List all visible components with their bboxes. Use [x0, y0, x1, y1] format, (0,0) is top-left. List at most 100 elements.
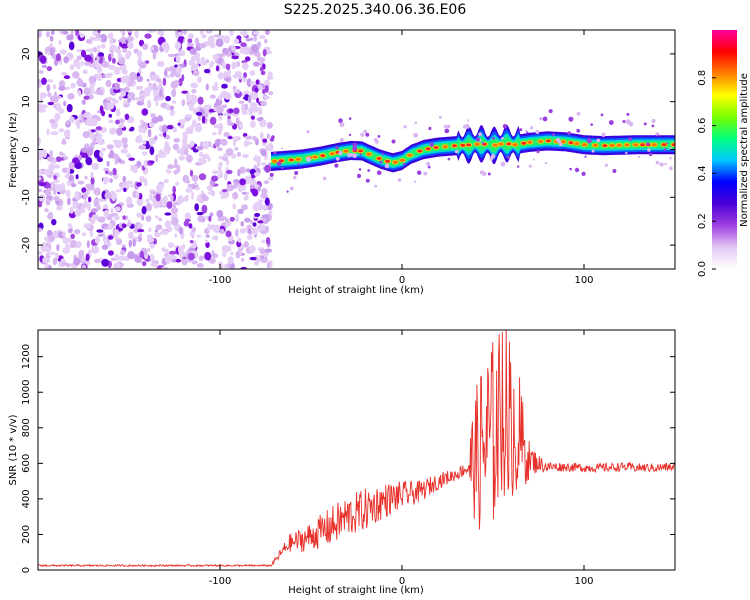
spectrogram-speck: [628, 137, 632, 141]
spectrogram-noise-blob: [243, 196, 248, 201]
spectrogram-noise-blob: [191, 89, 197, 94]
spectrogram-hotspot-core: [330, 152, 335, 156]
spectrogram-noise-blob: [126, 222, 132, 227]
spectrogram-noise-blob: [158, 217, 162, 222]
spectrogram-noise-blob: [231, 46, 236, 50]
spectrogram-noise-blob: [216, 106, 224, 114]
spectrogram-noise-blob: [93, 149, 101, 159]
spectrogram-noise-blob: [262, 88, 266, 95]
spectrogram-noise-blob: [212, 132, 217, 136]
spectrogram-speck: [574, 167, 580, 173]
spectrogram-noise-blob: [267, 71, 273, 78]
spectrogram-noise-blob: [67, 223, 72, 228]
spectrogram-noise-blob: [225, 148, 234, 156]
spectrogram-noise-blob: [188, 59, 195, 66]
spectrogram-speck: [376, 170, 382, 175]
spectrogram-noise-blob: [127, 251, 135, 260]
spectrogram-noise-blob: [212, 224, 216, 233]
spectrogram-noise-blob: [38, 82, 43, 87]
spectrogram-noise-blob: [239, 178, 247, 186]
spectrogram-noise-blob: [227, 136, 233, 140]
spectrogram-y-tick-label: -20: [21, 237, 32, 253]
spectrogram-noise-blob: [106, 96, 113, 102]
spectrogram-noise-blob: [221, 83, 228, 89]
spectrogram-hotspot-core: [407, 153, 413, 157]
spectrogram-noise-blob: [175, 65, 183, 74]
spectrogram-noise-blob: [83, 95, 90, 100]
spectrogram-noise-blob: [137, 50, 143, 59]
spectrogram-noise-blob: [63, 100, 67, 107]
spectrogram-noise-blob: [123, 100, 129, 105]
colorbar-tick-label: 0.8: [697, 70, 708, 86]
spectrogram-noise-blob: [237, 208, 244, 215]
spectrogram-noise-blob: [63, 129, 71, 138]
spectrogram-speck: [428, 126, 432, 131]
spectrogram-noise-blob: [195, 111, 203, 116]
spectrogram-noise-blob: [148, 227, 152, 232]
spectrogram-noise-blob: [260, 192, 268, 199]
spectrogram-hotspot-core: [425, 147, 431, 151]
spectrogram-noise-blob: [135, 97, 143, 101]
spectrogram-noise-blob: [266, 133, 271, 140]
spectrogram-noise-blob: [176, 164, 181, 174]
spectrogram-noise-blob: [239, 166, 246, 174]
spectrogram-speck: [651, 118, 656, 124]
spectrogram-noise-blob: [191, 227, 197, 233]
spectrogram-noise-blob: [59, 151, 64, 156]
spectrogram-noise-blob: [150, 262, 159, 267]
spectrogram-noise-blob: [161, 230, 169, 235]
spectrogram-speck: [489, 157, 494, 161]
snr-data: [38, 330, 675, 568]
spectrogram-noise-blob: [204, 239, 208, 243]
spectrogram-noise-blob: [136, 182, 142, 187]
spectrogram-speck: [338, 150, 343, 156]
spectrogram-noise-blob: [109, 44, 117, 52]
spectrogram-noise-blob: [158, 149, 164, 156]
spectrogram-noise-blob: [188, 248, 196, 252]
spectrogram-noise-blob: [75, 30, 79, 36]
spectrogram-noise-blob: [213, 124, 220, 129]
spectrogram-speck: [544, 161, 548, 165]
spectrogram-noise-blob: [46, 246, 51, 255]
spectrogram-noise-blob: [101, 61, 110, 68]
spectrogram-noise-blob: [121, 223, 127, 229]
spectrogram-noise-blob: [79, 33, 85, 38]
spectrogram-noise-blob: [118, 255, 126, 261]
spectrogram-noise-blob: [254, 255, 261, 263]
spectrogram-noise-blob: [211, 250, 215, 256]
snr-y-tick-label: 400: [21, 489, 32, 508]
spectrogram-noise-blob: [221, 52, 226, 57]
spectrogram-noise-blob: [122, 143, 129, 149]
spectrogram-hotspot-core: [574, 142, 580, 146]
spectrogram-speck: [338, 118, 343, 123]
spectrogram-noise-blob: [178, 50, 186, 57]
spectrogram-noise-blob: [59, 49, 67, 55]
spectrogram-speck: [293, 175, 297, 180]
spectrogram-noise-blob: [155, 154, 159, 163]
spectrogram-noise-blob: [167, 169, 172, 174]
spectrogram-noise-blob: [167, 164, 175, 169]
spectrogram-hotspot-core: [661, 143, 667, 147]
spectrogram-noise-blob: [93, 59, 100, 68]
spectrogram-noise-blob: [186, 179, 191, 184]
spectrogram-noise-blob: [252, 222, 257, 227]
spectrogram-hotspot-core: [560, 140, 566, 144]
spectrogram-speck: [348, 133, 352, 137]
spectrogram-noise-blob: [38, 169, 44, 175]
spectrogram-noise-blob: [151, 116, 159, 124]
spectrogram-noise-blob: [139, 250, 145, 259]
spectrogram-speck: [269, 172, 274, 177]
spectrogram-speck: [651, 124, 655, 128]
spectrogram-noise-blob: [234, 147, 239, 151]
spectrogram-noise-blob: [181, 99, 186, 107]
spectrogram-noise-blob: [62, 30, 69, 35]
spectrogram-speck: [339, 122, 345, 127]
spectrogram-noise-blob: [233, 38, 240, 44]
spectrogram-noise-blob: [209, 94, 216, 99]
spectrogram-noise-blob: [100, 33, 108, 43]
spectrogram-noise-blob: [194, 203, 199, 212]
spectrogram-noise-blob: [231, 55, 239, 60]
spectrogram-noise-blob: [111, 257, 116, 261]
spectrogram-noise-blob: [149, 146, 155, 156]
